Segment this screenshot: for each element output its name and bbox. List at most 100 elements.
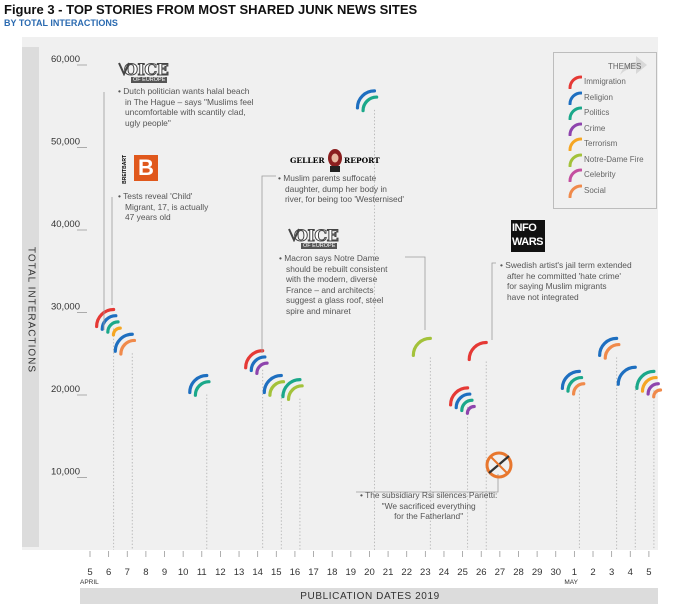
annotation-line: France – and architects xyxy=(286,284,374,295)
x-tick-label: 28 xyxy=(513,567,524,578)
story-arc-religion xyxy=(454,392,472,410)
x-tick-label: 29 xyxy=(532,567,543,578)
infowars-logo: INFO WARS xyxy=(511,220,545,252)
annotation-line: "We sacrificed everything xyxy=(381,500,476,511)
rsi-logo-icon xyxy=(485,451,513,479)
legend-swatch-arc xyxy=(568,137,582,151)
story-arc-politics xyxy=(281,378,302,399)
y-tick-label: 40,000 xyxy=(51,219,80,230)
story-arc-religion xyxy=(262,373,283,395)
x-tick-label: 18 xyxy=(327,567,338,578)
story-arc-politics xyxy=(106,320,120,334)
legend-swatch-arc xyxy=(568,91,582,105)
x-tick-label: 3 xyxy=(609,567,614,578)
story-annotation: • The subsidiary Rsi silences Parietti: "… xyxy=(360,490,497,522)
x-tick-label: 14 xyxy=(252,567,263,578)
story-arc-religion xyxy=(560,369,581,390)
x-tick-label: 8 xyxy=(143,567,148,578)
annotation-connector xyxy=(356,474,499,493)
x-tick-label: 1 xyxy=(572,567,577,578)
story-arc-politics xyxy=(635,369,656,390)
portrait-icon xyxy=(328,149,342,172)
x-tick-label: 26 xyxy=(476,567,487,578)
y-tick-label: 20,000 xyxy=(51,384,80,395)
legend-swatch-arc xyxy=(568,184,582,198)
legend-label: Politics xyxy=(584,108,610,117)
x-axis-label: PUBLICATION DATES 2019 xyxy=(300,591,440,602)
story-arc-religion xyxy=(355,89,377,110)
legend-label: Social xyxy=(584,185,606,195)
legend-label: Celebrity xyxy=(584,170,616,179)
story-annotation: • Swedish artist's jail term extended aft… xyxy=(500,260,632,302)
story-arc-social xyxy=(652,388,663,399)
x-tick-label: 12 xyxy=(215,567,226,578)
x-tick-label: 4 xyxy=(628,567,633,578)
annotation-connector xyxy=(405,256,426,330)
x-tick-label: 21 xyxy=(383,567,394,578)
legend-swatch-arc xyxy=(568,75,582,89)
story-arc-religion xyxy=(100,314,118,331)
breitbart-logo: BREITBART B xyxy=(122,155,162,184)
rsi-logo xyxy=(482,450,516,480)
x-tick-label: 16 xyxy=(290,567,301,578)
x-tick-label: 30 xyxy=(550,567,561,578)
x-tick-label: 22 xyxy=(401,567,412,578)
annotation-line: have not integrated xyxy=(507,291,579,302)
x-tick-label: 6 xyxy=(106,567,111,578)
legend-swatch-arc xyxy=(568,106,582,120)
story-arc-notre-dame-fire xyxy=(268,380,286,397)
annotation-line: • The subsidiary Rsi silences Parietti: xyxy=(360,490,498,500)
x-tick-label: 27 xyxy=(495,567,506,578)
annotation-line: ugly people" xyxy=(125,117,171,128)
story-annotation: • Dutch politician wants halal beach in T… xyxy=(118,86,254,128)
voice-v-icon xyxy=(288,228,300,242)
annotation-line: spire and minaret xyxy=(286,305,351,316)
story-arc-religion xyxy=(188,373,209,395)
story-arc-notre-dame-fire xyxy=(286,384,304,402)
legend-swatch-arc xyxy=(568,153,582,167)
x-tick-label: 25 xyxy=(457,567,468,578)
annotation-line: • Macron says Notre Dame xyxy=(279,253,380,263)
chart-title: Figure 3 - TOP STORIES FROM MOST SHARED … xyxy=(4,2,418,17)
legend-swatch-arc xyxy=(568,168,582,182)
story-arc-immigration xyxy=(449,386,470,407)
x-tick-label: 23 xyxy=(420,567,431,578)
story-arc-notre-dame-fire xyxy=(411,336,432,357)
story-arc-crime xyxy=(255,361,269,375)
voice-v-icon xyxy=(118,62,130,76)
voice-of-europe-logo: OICE OF EUROPE xyxy=(288,226,340,251)
x-tick-label: 7 xyxy=(125,567,130,578)
story-arc-politics xyxy=(193,380,211,397)
story-arc-social xyxy=(571,382,586,396)
story-arc-social xyxy=(119,338,137,356)
story-arc-immigration xyxy=(467,340,488,362)
annotation-line: river, for being too 'Westernised' xyxy=(285,194,404,205)
y-tick-label: 50,000 xyxy=(51,137,80,148)
story-annotation: • Muslim parents suffocate daughter, dump… xyxy=(278,173,404,205)
x-tick-label: 5 xyxy=(646,567,651,578)
chart-subtitle: BY TOTAL INTERACTIONS xyxy=(4,18,118,28)
x-tick-label: 9 xyxy=(162,567,167,578)
geller-report-logo: GELLER REPORT xyxy=(290,148,380,174)
y-tick-label: 10,000 xyxy=(51,467,80,478)
story-arc-religion xyxy=(249,355,267,373)
legend-label: Terrorism xyxy=(584,139,618,148)
plot-background xyxy=(22,37,658,550)
story-arc-religion xyxy=(598,336,619,357)
x-axis-band xyxy=(80,588,658,604)
legend-label: Crime xyxy=(584,123,606,133)
x-tick-label: 19 xyxy=(346,567,357,578)
annotation-line: for saying Muslim migrants xyxy=(507,281,607,292)
annotation-line: • Muslim parents suffocate xyxy=(278,173,377,183)
story-annotation: • Macron says Notre Dame should be rebuil… xyxy=(279,253,388,317)
x-tick-label: 5 xyxy=(87,567,92,578)
annotation-connector xyxy=(491,262,496,340)
story-arc-politics xyxy=(361,95,379,113)
x-tick-label: 15 xyxy=(271,567,282,578)
x-tick-label: 20 xyxy=(364,567,375,578)
story-arc-religion xyxy=(616,365,637,386)
x-tick-label: 10 xyxy=(178,567,189,578)
legend-label: Religion xyxy=(584,92,613,102)
annotation-line: uncomfortable with scantily clad, xyxy=(125,107,246,118)
